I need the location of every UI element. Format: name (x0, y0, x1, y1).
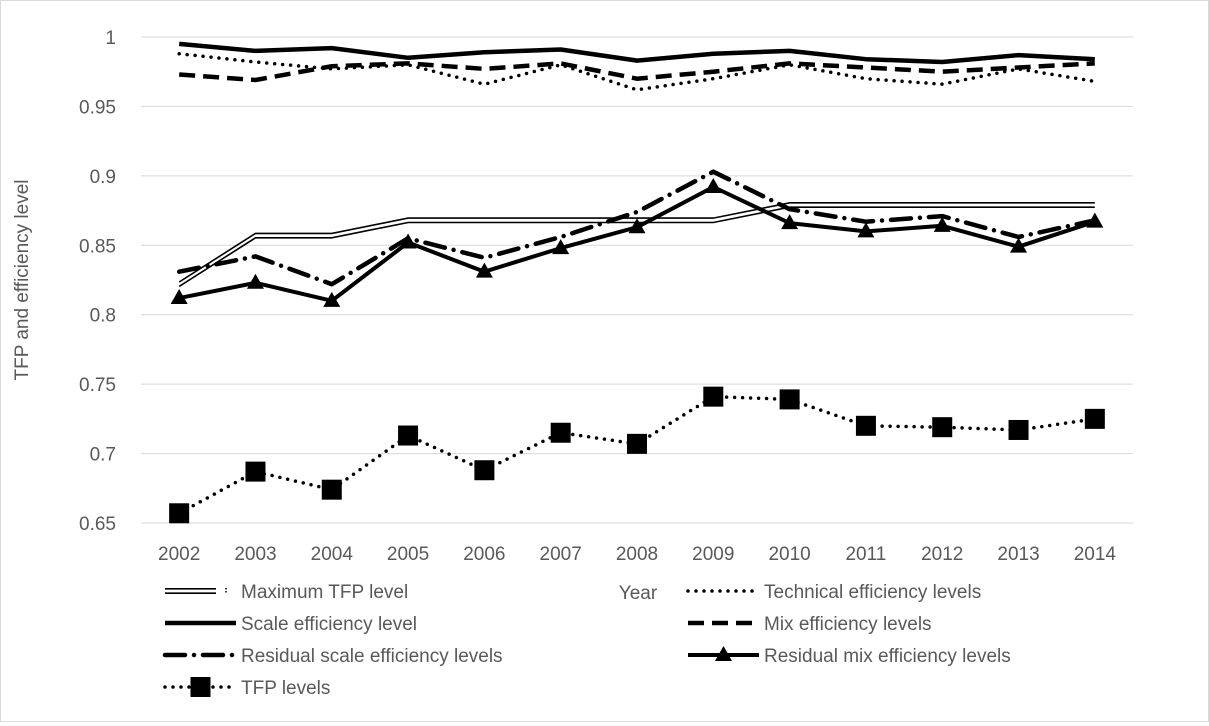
series-line (177, 394, 1097, 516)
y-tick-label: 0.7 (90, 445, 116, 466)
triangle-marker (552, 239, 570, 255)
square-marker (550, 422, 571, 443)
square-marker (245, 461, 266, 482)
y-tick-labels: 0.65 0.7 0.75 0.8 0.85 0.9 0.95 1 (79, 28, 116, 535)
y-axis-label: TFP and efficiency level (12, 179, 33, 380)
series-lines (169, 41, 1105, 524)
triangle-marker (323, 291, 341, 307)
square-marker (1008, 419, 1029, 440)
square-marker (779, 389, 800, 410)
y-tick-label: 0.9 (90, 167, 116, 188)
legend-label: Residual mix efficiency levels (764, 646, 1011, 667)
square-marker (169, 503, 190, 524)
series-technical-efficiency-levels (177, 51, 1097, 92)
series-scale-efficiency-level (178, 41, 1095, 65)
legend-marker (190, 677, 211, 697)
x-tick-label: 2005 (387, 544, 429, 565)
series-maximum-tfp-level (178, 202, 1095, 288)
triangle-marker (170, 289, 188, 305)
triangle-marker (933, 216, 951, 232)
legend-item: Residual scale efficiency levels (162, 646, 503, 667)
gridlines (141, 36, 1133, 524)
square-marker (398, 425, 419, 446)
x-tick-label: 2006 (463, 544, 505, 565)
legend-label: Scale efficiency level (241, 614, 417, 635)
x-tick-label: 2009 (692, 544, 734, 565)
x-tick-label: 2011 (845, 544, 886, 565)
legend-label: Technical efficiency levels (764, 582, 981, 603)
x-tick-label: 2008 (616, 544, 658, 565)
legend: Maximum TFP level Technical efficiency le… (162, 582, 1011, 699)
legend-item: Mix efficiency levels (688, 614, 932, 635)
legend-label: Maximum TFP level (241, 582, 408, 603)
square-marker (932, 417, 953, 438)
y-tick-label: 0.85 (79, 236, 116, 257)
x-tick-label: 2010 (768, 544, 810, 565)
legend-label: Mix efficiency levels (764, 614, 932, 635)
legend-item: Technical efficiency levels (686, 582, 981, 603)
series-line (178, 41, 1095, 65)
y-tick-label: 0.65 (79, 514, 116, 535)
triangle-marker (1086, 212, 1104, 228)
x-tick-label: 2002 (158, 544, 200, 565)
y-tick-label: 0.95 (79, 97, 116, 118)
y-tick-label: 1 (105, 28, 116, 49)
square-marker (1084, 408, 1105, 429)
series-line (176, 169, 1098, 287)
series-mix-efficiency-levels (179, 61, 1095, 83)
x-tick-label: 2013 (997, 544, 1039, 565)
triangle-marker (704, 177, 722, 193)
series-line (177, 51, 1097, 92)
x-tick-label: 2012 (921, 544, 963, 565)
square-marker (321, 479, 342, 500)
x-tick-labels: 2002 2003 2004 2005 2006 2007 2008 2009 2010 2011… (158, 544, 1116, 565)
series-line (178, 202, 1095, 283)
legend-item: Scale efficiency level (165, 614, 417, 635)
triangle-marker (628, 218, 646, 234)
square-marker (855, 415, 876, 436)
x-tick-label: 2007 (540, 544, 582, 565)
triangle-marker (781, 214, 799, 230)
legend-label: Residual scale efficiency levels (241, 646, 503, 667)
square-marker (703, 386, 724, 407)
series-residual-mix-efficiency-levels (170, 177, 1104, 307)
series-residual-scale-efficiency-levels (176, 169, 1098, 287)
x-tick-label: 2014 (1074, 544, 1117, 565)
legend-label: TFP levels (241, 678, 330, 699)
y-tick-label: 0.75 (79, 375, 116, 396)
x-tick-label: 2003 (234, 544, 276, 565)
triangle-marker (1010, 237, 1028, 253)
series-line (178, 185, 1096, 303)
legend-item: TFP levels (163, 677, 330, 699)
legend-item: Residual mix efficiency levels (688, 646, 1011, 667)
triangle-marker (857, 222, 875, 238)
y-tick-label: 0.8 (90, 306, 116, 327)
series-tfp-levels (169, 386, 1105, 524)
x-tick-label: 2004 (311, 544, 354, 565)
series-line (179, 61, 1095, 83)
triangle-marker (399, 233, 417, 249)
square-marker (474, 460, 495, 481)
triangle-marker (246, 273, 264, 289)
legend-marker (715, 646, 732, 661)
triangle-marker (475, 262, 493, 278)
square-marker (627, 433, 647, 454)
x-axis-label: Year (619, 583, 658, 604)
legend-item: Maximum TFP level (165, 582, 408, 603)
